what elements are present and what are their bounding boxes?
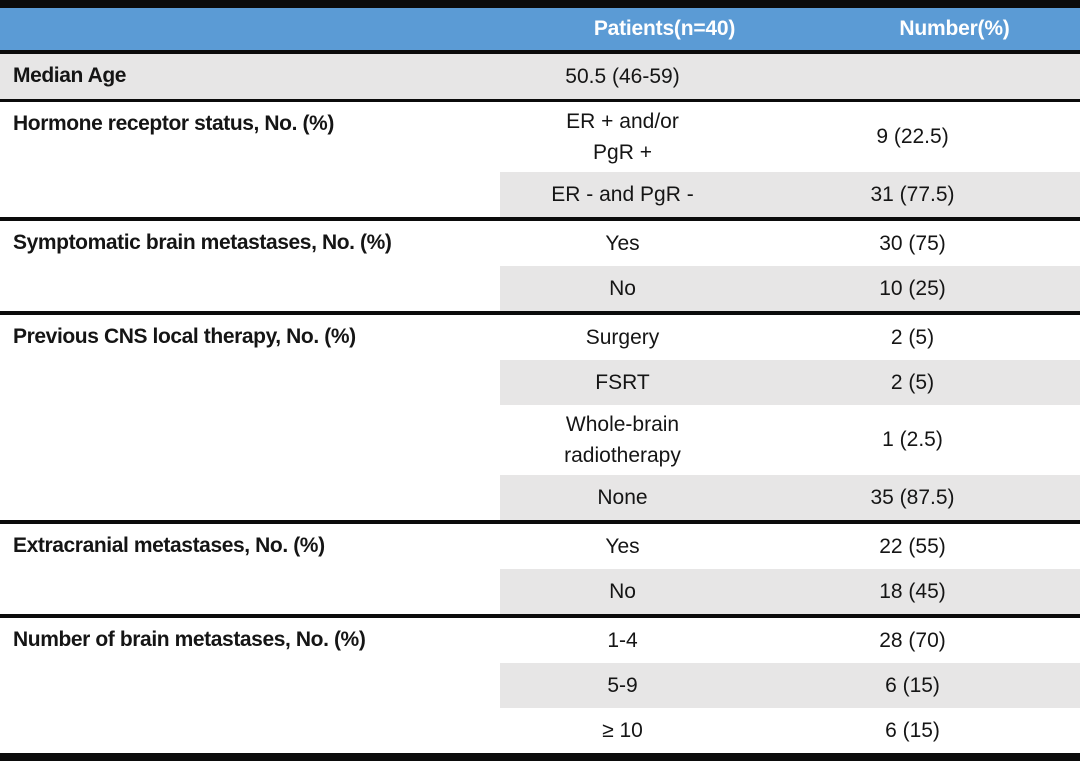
count-cell: 6 (15) — [885, 718, 940, 742]
table-row: None 35 (87.5) — [500, 475, 1080, 520]
table-group-median-age: Median Age 50.5 (46-59) — [0, 54, 1080, 99]
category-cell: No — [609, 580, 636, 603]
header-divider — [0, 50, 1080, 54]
table-row: 50.5 (46-59) — [500, 54, 1080, 99]
count-cell: 22 (55) — [879, 534, 946, 558]
category-cell: Yes — [605, 535, 640, 558]
count-cell: 28 (70) — [879, 628, 946, 652]
group-label: Number of brain metastases, No. (%) — [13, 628, 366, 651]
group-divider — [0, 520, 1080, 524]
table-row: Yes 22 (55) — [500, 524, 1080, 569]
group-divider — [0, 311, 1080, 315]
count-cell — [745, 54, 1080, 99]
group-label: Hormone receptor status, No. (%) — [13, 112, 334, 135]
category-cell: ≥ 10 — [602, 719, 643, 742]
count-cell: 2 (5) — [890, 370, 935, 394]
column-header-patients: Patients(n=40) — [593, 17, 736, 40]
group-divider — [0, 217, 1080, 221]
category-cell: Whole-brain radiotherapy — [564, 413, 681, 467]
top-rule — [0, 0, 1080, 8]
table-header: Patients(n=40) Number(%) — [0, 8, 1080, 50]
category-cell: FSRT — [595, 371, 650, 394]
category-cell: 1-4 — [607, 629, 638, 652]
table-row: ER - and PgR - 31 (77.5) — [500, 172, 1080, 217]
count-cell: 31 (77.5) — [870, 182, 955, 206]
table-group-brain-mets-count: Number of brain metastases, No. (%) 1-4 … — [0, 618, 1080, 753]
table-row: ≥ 10 6 (15) — [500, 708, 1080, 753]
table-row: ER + and/or PgR + 9 (22.5) — [500, 102, 1080, 172]
table-group-hormone-receptor: Hormone receptor status, No. (%) ER + an… — [0, 102, 1080, 217]
category-cell: Surgery — [585, 326, 660, 349]
category-cell: None — [597, 486, 648, 509]
category-cell: 50.5 (46-59) — [565, 65, 680, 88]
group-rows: Yes 22 (55) No 18 (45) — [500, 524, 1080, 614]
category-cell: ER - and PgR - — [551, 183, 694, 206]
table-row: Yes 30 (75) — [500, 221, 1080, 266]
category-cell: No — [609, 277, 636, 300]
column-header-number: Number(%) — [899, 17, 1010, 40]
group-rows: 1-4 28 (70) 5-9 6 (15) ≥ 10 6 (15) — [500, 618, 1080, 753]
count-cell: 2 (5) — [890, 325, 935, 349]
count-cell: 6 (15) — [885, 673, 940, 697]
table-group-symptomatic: Symptomatic brain metastases, No. (%) Ye… — [0, 221, 1080, 311]
count-cell: 35 (87.5) — [870, 485, 955, 509]
category-cell: Yes — [605, 232, 640, 255]
count-cell: 1 (2.5) — [882, 428, 943, 451]
table-row: 1-4 28 (70) — [500, 618, 1080, 663]
table-group-cns-therapy: Previous CNS local therapy, No. (%) Surg… — [0, 315, 1080, 520]
count-cell: 9 (22.5) — [876, 125, 949, 148]
bottom-rule — [0, 753, 1080, 761]
group-rows: Yes 30 (75) No 10 (25) — [500, 221, 1080, 311]
group-label: Symptomatic brain metastases, No. (%) — [13, 231, 392, 254]
group-label: Extracranial metastases, No. (%) — [13, 534, 325, 557]
table-row: Surgery 2 (5) — [500, 315, 1080, 360]
group-rows: ER + and/or PgR + 9 (22.5) ER - and PgR … — [500, 102, 1080, 217]
table-group-extracranial: Extracranial metastases, No. (%) Yes 22 … — [0, 524, 1080, 614]
group-label: Previous CNS local therapy, No. (%) — [13, 325, 356, 348]
group-divider — [0, 99, 1080, 102]
group-rows: Surgery 2 (5) FSRT 2 (5) Whole-brain rad… — [500, 315, 1080, 520]
table-row: No 10 (25) — [500, 266, 1080, 311]
category-cell: 5-9 — [607, 674, 638, 697]
table-row: No 18 (45) — [500, 569, 1080, 614]
count-cell: 10 (25) — [879, 276, 946, 300]
count-cell: 18 (45) — [879, 579, 946, 603]
group-divider — [0, 614, 1080, 618]
count-cell: 30 (75) — [879, 231, 946, 255]
group-rows: 50.5 (46-59) — [500, 54, 1080, 99]
group-label: Median Age — [13, 64, 127, 87]
table-row: 5-9 6 (15) — [500, 663, 1080, 708]
category-cell: ER + and/or PgR + — [566, 110, 679, 164]
table-row: Whole-brain radiotherapy 1 (2.5) — [500, 405, 1080, 475]
table-row: FSRT 2 (5) — [500, 360, 1080, 405]
